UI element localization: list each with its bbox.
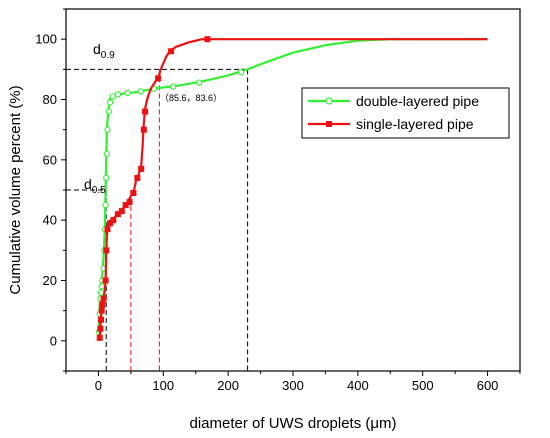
- y-tick-label: 40: [43, 213, 57, 228]
- y-tick-label: 100: [35, 32, 57, 47]
- x-tick-label: 0: [95, 378, 102, 393]
- series-point: [130, 190, 137, 197]
- series-point: [109, 93, 116, 100]
- legend-marker-double: [325, 97, 333, 105]
- legend-marker-single: [326, 121, 332, 127]
- annotations: d0.9 d0.5 （85.6，83.6）: [84, 41, 222, 196]
- y-tick-label: 80: [43, 92, 57, 107]
- d09-label: d0.9: [93, 41, 115, 61]
- series-point: [140, 126, 147, 133]
- series-line-0: [97, 38, 488, 338]
- legend-box: [301, 87, 510, 139]
- series-point: [124, 89, 131, 97]
- series-point: [195, 79, 203, 86]
- d05-label: d0.5: [84, 176, 106, 196]
- guide-lines: [66, 68, 249, 371]
- series-point: [97, 289, 105, 296]
- series-point: [155, 75, 162, 82]
- y-tick-label: 20: [43, 273, 57, 288]
- series-point: [98, 316, 105, 323]
- d05-label-main: d: [84, 176, 92, 192]
- series-point: [169, 83, 177, 90]
- axis-ticks: 0 100 200 300 400 500 600 0 20 40 60 80 100: [35, 8, 521, 393]
- legend-label-single: single-layered pipe: [356, 116, 474, 132]
- series-point: [106, 99, 114, 106]
- y-tick-label: 0: [50, 333, 57, 348]
- series-point: [107, 220, 114, 227]
- series-line-1: [97, 38, 488, 342]
- legend: double-layered pipe single-layered pipe: [301, 87, 510, 139]
- legend-label-double: double-layered pipe: [356, 93, 479, 109]
- series-point: [122, 202, 129, 209]
- x-tick-label: 600: [477, 378, 499, 393]
- series-point: [126, 199, 133, 206]
- series-layer: [95, 36, 488, 342]
- series-point: [142, 108, 149, 115]
- series-point: [118, 208, 125, 215]
- series-point: [96, 334, 103, 341]
- series-point: [105, 108, 112, 115]
- y-tick-label: 60: [43, 152, 57, 167]
- series-point: [98, 283, 105, 290]
- series-point: [104, 126, 111, 133]
- series-point: [99, 301, 106, 308]
- series-point: [134, 174, 141, 181]
- series-point: [103, 247, 110, 254]
- x-tick-label: 400: [347, 378, 369, 393]
- series-point: [114, 211, 121, 218]
- series-point: [104, 226, 111, 233]
- series-point: [103, 150, 111, 157]
- series-point: [97, 325, 104, 332]
- series-point: [138, 165, 145, 172]
- series-point: [114, 91, 122, 98]
- series-point: [204, 36, 211, 43]
- series-point: [102, 277, 109, 284]
- x-tick-label: 300: [282, 378, 304, 393]
- series-point: [103, 174, 110, 182]
- x-tick-label: 100: [152, 378, 174, 393]
- series-point: [237, 69, 245, 76]
- series-point: [100, 295, 107, 302]
- x-axis-title: diameter of UWS droplets (μm): [189, 415, 396, 432]
- series-point: [102, 201, 109, 209]
- x-tick-label: 200: [217, 378, 239, 393]
- series-point: [137, 88, 144, 95]
- y-axis-title: Cumulative volume percent (%): [7, 85, 24, 294]
- series-point: [98, 307, 105, 314]
- series-point: [168, 48, 175, 55]
- d09-label-sub: 0.9: [101, 50, 115, 61]
- point-annotation: （85.6，83.6）: [160, 93, 222, 103]
- d05-label-sub: 0.5: [92, 185, 106, 196]
- series-point: [110, 217, 117, 224]
- d09-label-main: d: [93, 41, 101, 57]
- x-tick-label: 500: [412, 378, 434, 393]
